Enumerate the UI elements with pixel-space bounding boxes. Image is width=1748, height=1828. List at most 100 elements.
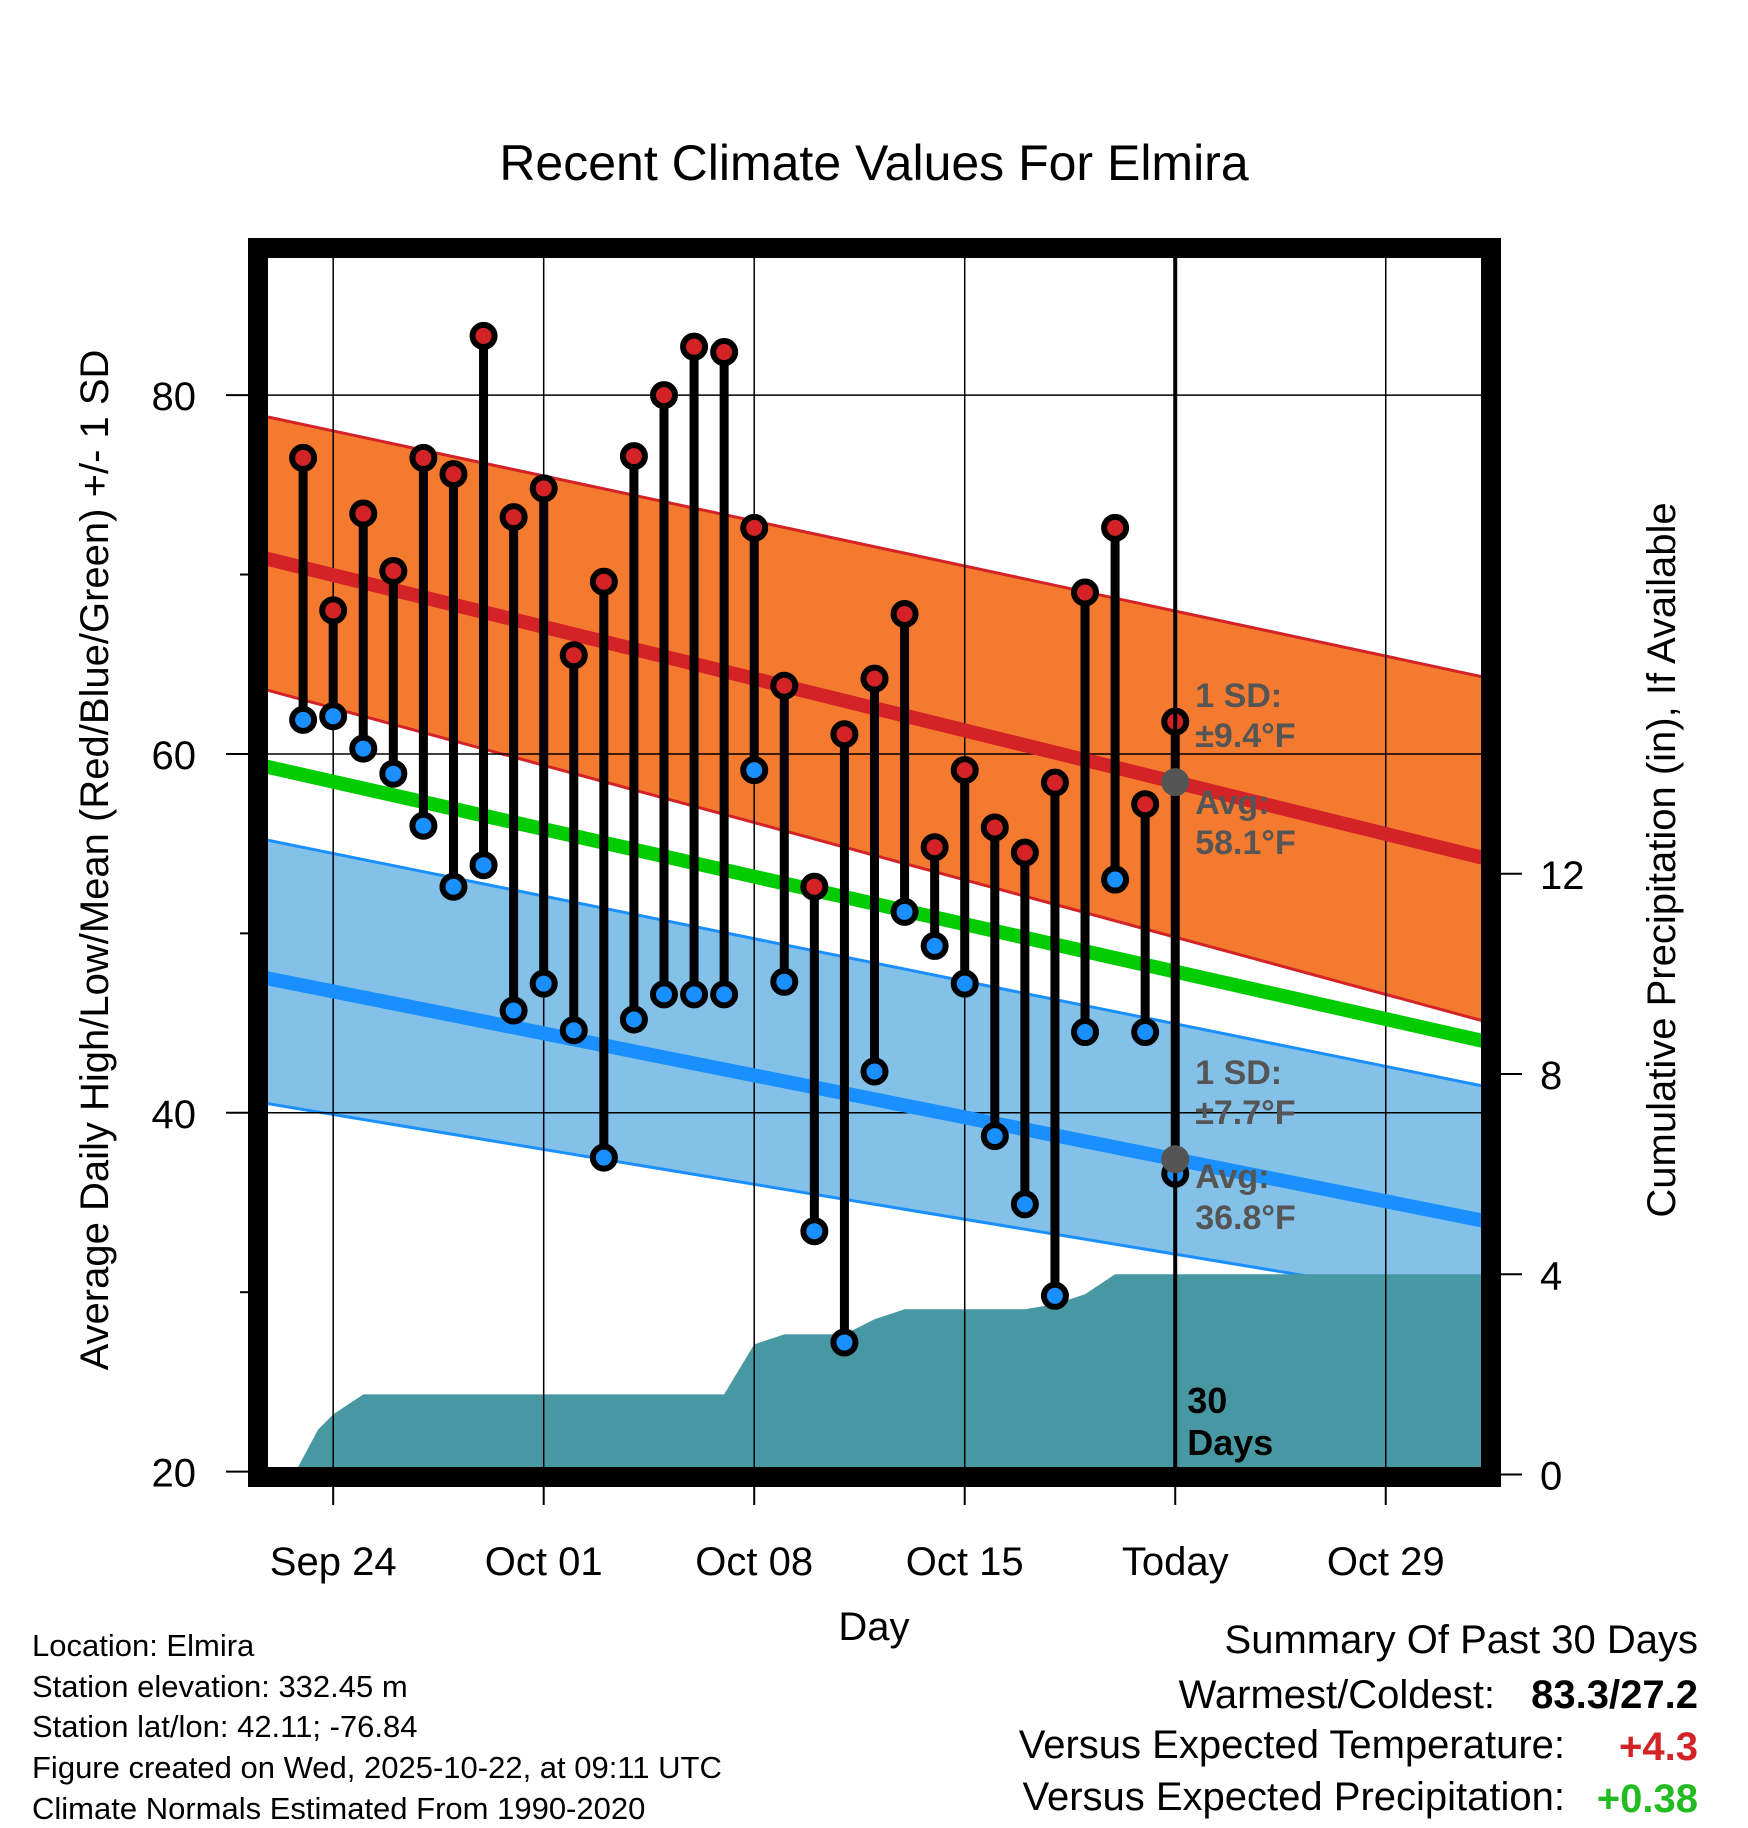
high-point <box>924 836 946 858</box>
low-point <box>352 738 374 760</box>
high-point <box>803 876 825 898</box>
today-high-marker <box>1161 768 1189 796</box>
low-point <box>473 854 495 876</box>
y-axis-left-label: Average Daily High/Low/Mean (Red/Blue/Gr… <box>73 350 117 1371</box>
low-point <box>833 1331 855 1353</box>
info-location: Location: Elmira <box>32 1628 255 1663</box>
y-right-tick-label: 12 <box>1540 854 1585 898</box>
low-point <box>1074 1021 1096 1043</box>
high-point <box>773 675 795 697</box>
high-point <box>412 447 434 469</box>
low-point <box>322 705 344 727</box>
high-point <box>1044 772 1066 794</box>
low-point <box>864 1061 886 1083</box>
high-point <box>593 571 615 593</box>
summary-warmest-label: Warmest/Coldest: <box>1179 1673 1495 1717</box>
high-point <box>864 668 886 690</box>
high-point <box>382 560 404 582</box>
low-avg-value: 36.8°F <box>1195 1199 1296 1237</box>
info-created: Figure created on Wed, 2025-10-22, at 09… <box>32 1750 722 1785</box>
high-point <box>743 517 765 539</box>
low-point <box>412 815 434 837</box>
low-point <box>894 901 916 923</box>
summary-panel: Summary Of Past 30 Days Warmest/Coldest:… <box>1019 1618 1698 1821</box>
today-low-marker <box>1161 1145 1189 1173</box>
low-point <box>382 763 404 785</box>
low-point <box>1134 1021 1156 1043</box>
low-point <box>503 1000 525 1022</box>
high-point <box>1014 842 1036 864</box>
x-tick-label: Oct 01 <box>485 1540 603 1584</box>
low-point <box>623 1008 645 1030</box>
station-info: Location: Elmira Station elevation: 332.… <box>32 1628 722 1826</box>
x-tick-label: Oct 08 <box>695 1540 813 1584</box>
low-sd-value: ±7.7°F <box>1195 1094 1295 1132</box>
high-sd-label: 1 SD: <box>1195 677 1282 715</box>
low-point <box>533 973 555 995</box>
high-point <box>322 599 344 621</box>
high-point <box>683 336 705 358</box>
low-point <box>773 971 795 993</box>
y-left-tick-label: 20 <box>152 1452 197 1496</box>
y-right-tick-label: 4 <box>1540 1254 1562 1298</box>
low-avg-label: Avg: <box>1195 1158 1269 1196</box>
summary-precip-value: +0.38 <box>1597 1777 1698 1821</box>
high-point <box>984 817 1006 839</box>
high-point <box>352 503 374 525</box>
high-point <box>1104 517 1126 539</box>
x-tick-label: Oct 15 <box>906 1540 1024 1584</box>
low-point <box>984 1125 1006 1147</box>
x-axis-label: Day <box>838 1605 909 1649</box>
high-point <box>833 723 855 745</box>
days-count-label: 30 <box>1187 1380 1227 1421</box>
low-point <box>292 709 314 731</box>
summary-warmest-value: 83.3/27.2 <box>1531 1673 1698 1717</box>
high-sd-value: ±9.4°F <box>1195 717 1295 755</box>
info-elevation: Station elevation: 332.45 m <box>32 1669 408 1704</box>
y-left-tick-label: 80 <box>152 375 197 419</box>
summary-title: Summary Of Past 30 Days <box>1225 1618 1698 1662</box>
high-point <box>1074 581 1096 603</box>
summary-temp-value: +4.3 <box>1619 1725 1698 1769</box>
days-word-label: Days <box>1187 1422 1273 1463</box>
high-point <box>653 384 675 406</box>
y-left-tick-label: 60 <box>152 734 197 778</box>
low-point <box>1014 1193 1036 1215</box>
y-axis-right-label: Cumulative Precipitation (in), If Availa… <box>1640 502 1684 1217</box>
high-point <box>442 463 464 485</box>
info-normals: Climate Normals Estimated From 1990-2020 <box>32 1791 645 1826</box>
low-point <box>683 983 705 1005</box>
high-point <box>894 603 916 625</box>
high-point <box>503 506 525 528</box>
low-sd-label: 1 SD: <box>1195 1054 1282 1092</box>
high-point <box>713 341 735 363</box>
y-right-tick-label: 8 <box>1540 1054 1562 1098</box>
high-point <box>292 447 314 469</box>
high-point <box>623 445 645 467</box>
precip-area <box>258 1274 1491 1474</box>
y-left-tick-label: 40 <box>152 1093 197 1137</box>
low-point <box>593 1147 615 1169</box>
x-tick-label: Today <box>1122 1540 1229 1584</box>
low-point <box>713 983 735 1005</box>
info-latlon: Station lat/lon: 42.11; -76.84 <box>32 1709 417 1744</box>
chart-title: Recent Climate Values For Elmira <box>499 135 1249 191</box>
low-point <box>442 876 464 898</box>
low-point <box>1104 869 1126 891</box>
high-avg-label: Avg: <box>1195 784 1269 822</box>
high-point <box>473 325 495 347</box>
low-point <box>563 1019 585 1041</box>
climate-chart: Recent Climate Values For Elmira 1 SD:±9… <box>0 0 1748 1828</box>
low-point <box>1044 1285 1066 1307</box>
low-point <box>743 759 765 781</box>
x-tick-label: Sep 24 <box>270 1540 397 1584</box>
summary-precip-label: Versus Expected Precipitation: <box>1022 1775 1565 1819</box>
high-avg-value: 58.1°F <box>1195 824 1296 862</box>
low-point <box>924 935 946 957</box>
low-point <box>954 973 976 995</box>
x-tick-label: Oct 29 <box>1327 1540 1445 1584</box>
high-point <box>533 477 555 499</box>
low-point <box>653 983 675 1005</box>
low-point <box>803 1220 825 1242</box>
